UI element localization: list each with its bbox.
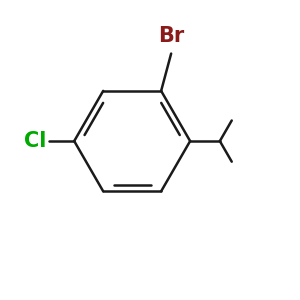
Text: Cl: Cl [24,131,46,151]
Text: Br: Br [158,26,184,46]
